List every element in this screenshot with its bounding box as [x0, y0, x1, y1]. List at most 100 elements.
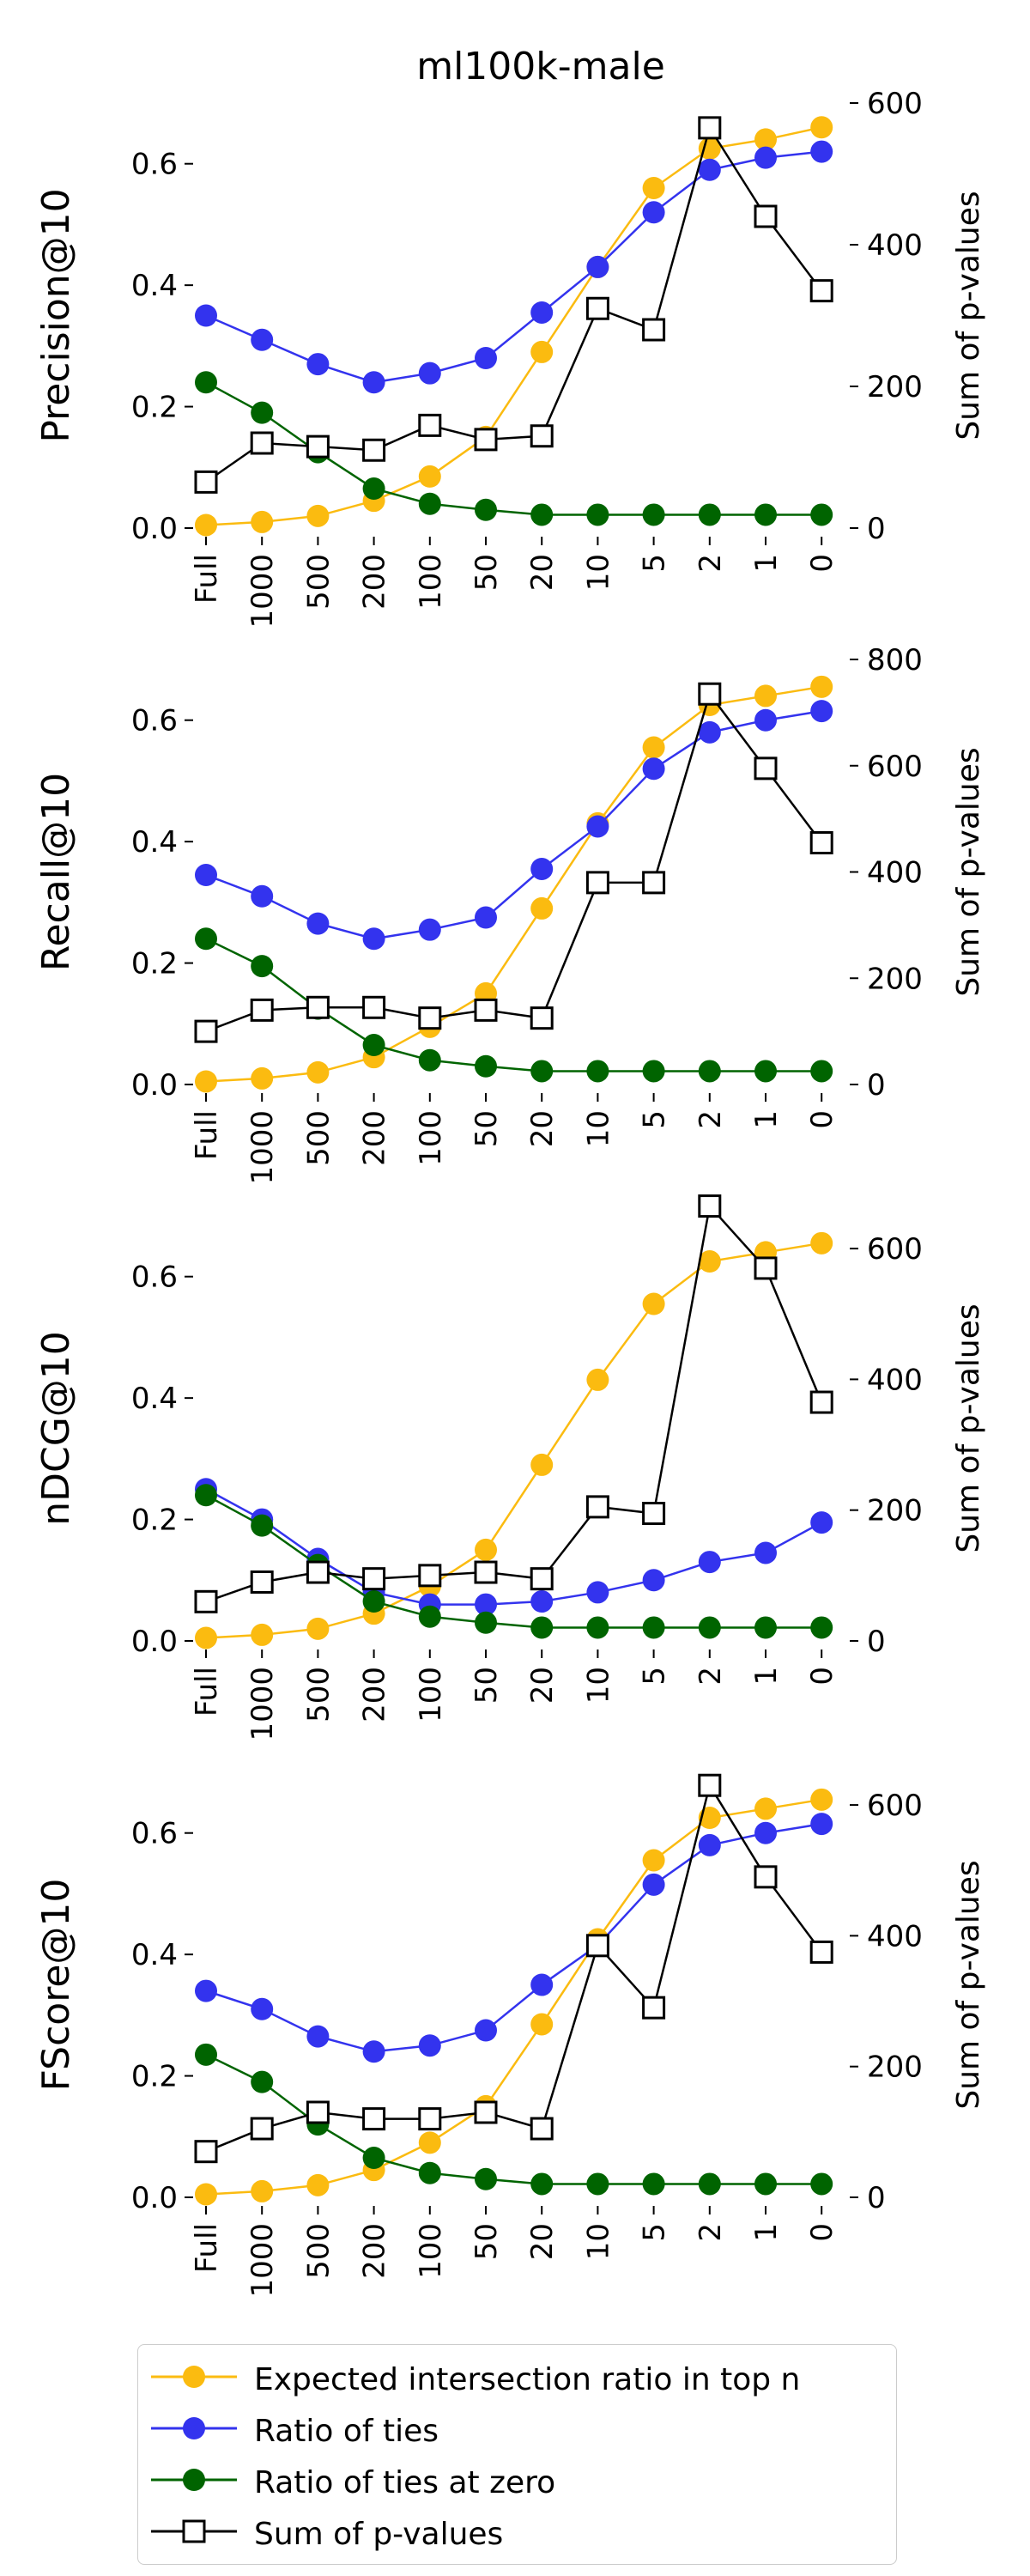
- y-tick-label: 0.0: [131, 512, 178, 546]
- data-point-ties_zero: [754, 1616, 777, 1639]
- data-point-ties: [195, 304, 217, 327]
- x-tick-label: 5: [638, 554, 672, 573]
- data-point-ties_zero: [530, 503, 554, 526]
- data-point-expected: [698, 137, 721, 161]
- data-point-ties_zero: [642, 2172, 665, 2196]
- data-point-expected: [418, 2131, 441, 2154]
- data-point-expected: [810, 1231, 833, 1255]
- y-tick-label: 0.0: [131, 2181, 178, 2215]
- x-tick-label: 100: [414, 1667, 448, 1722]
- data-point-ties: [810, 1511, 833, 1534]
- y2-tick-label: 0: [867, 1625, 886, 1659]
- x-tick-label: 100: [414, 1110, 448, 1166]
- y-axis-label: nDCG@10: [34, 1331, 78, 1526]
- data-point-pvalues: [418, 413, 442, 437]
- y-tick-label: 0.2: [131, 2060, 178, 2094]
- x-tick-label: 0: [805, 1110, 839, 1129]
- data-point-ties: [586, 1581, 609, 1604]
- data-point-ties_zero: [251, 955, 274, 978]
- x-tick-label: 1000: [245, 1110, 280, 1185]
- series-line-ties: [205, 1822, 822, 2053]
- data-point-pvalues: [474, 428, 498, 452]
- x-tick-label: 200: [358, 1110, 392, 1166]
- data-point-pvalues: [250, 998, 274, 1022]
- data-point-pvalues: [642, 871, 666, 895]
- series-line-expected: [205, 126, 822, 526]
- series-line-expected: [205, 1798, 822, 2196]
- y2-tick-label: 0: [867, 2181, 886, 2215]
- data-point-ties: [642, 201, 665, 224]
- data-point-ties_zero: [754, 2172, 777, 2196]
- y-tick-label: 0.6: [131, 1261, 178, 1295]
- data-point-ties: [698, 720, 721, 744]
- data-point-ties_zero: [530, 1616, 554, 1639]
- data-point-ties_zero: [698, 2172, 721, 2196]
- data-point-expected: [251, 2179, 274, 2202]
- y2-tick-label: 400: [867, 228, 923, 263]
- data-point-ties: [475, 906, 497, 929]
- x-tick-label: 2: [694, 554, 728, 573]
- data-point-ties_zero: [586, 503, 609, 526]
- y2-tick-label: 800: [867, 643, 923, 677]
- x-tick-label: 1: [749, 1110, 784, 1129]
- y-tick-label: 0.2: [131, 391, 178, 425]
- legend-item-expected: Expected intersection ratio in top n: [138, 2355, 896, 2398]
- y-tick-label: 0.0: [131, 1625, 178, 1659]
- data-point-pvalues: [362, 438, 386, 462]
- data-point-ties: [754, 708, 777, 732]
- data-point-ties: [642, 1569, 665, 1592]
- y-tick-label: 0.0: [131, 1068, 178, 1103]
- x-tick-label: Full: [190, 554, 224, 604]
- data-point-ties_zero: [586, 2172, 609, 2196]
- data-point-ties: [530, 1590, 554, 1613]
- y2-tick-label: 200: [867, 2050, 923, 2085]
- data-point-ties_zero: [698, 1616, 721, 1639]
- data-point-ties_zero: [810, 503, 833, 526]
- data-point-pvalues: [250, 1570, 274, 1594]
- data-point-pvalues: [754, 204, 778, 228]
- y-tick-label: 0.2: [131, 1504, 178, 1538]
- x-tick-label: Full: [190, 1110, 224, 1160]
- x-tick-label: 5: [638, 1110, 672, 1129]
- data-point-ties: [586, 815, 609, 838]
- data-point-expected: [530, 1453, 554, 1476]
- data-point-ties: [306, 353, 330, 376]
- data-point-expected: [418, 465, 441, 488]
- x-tick-label: 10: [581, 1667, 615, 1704]
- data-point-expected: [810, 675, 833, 698]
- legend-item-ties: Ratio of ties: [138, 2407, 896, 2450]
- y-tick-label: 0.4: [131, 825, 178, 860]
- data-point-pvalues: [585, 871, 609, 895]
- data-point-ties: [698, 1551, 721, 1574]
- data-point-ties_zero: [642, 1060, 665, 1083]
- data-point-pvalues: [642, 318, 666, 342]
- data-point-ties: [810, 140, 833, 163]
- x-tick-label: 0: [805, 2223, 839, 2242]
- data-point-pvalues: [194, 1589, 218, 1613]
- y-axis-label: Recall@10: [34, 773, 78, 971]
- data-point-ties: [810, 1813, 833, 1836]
- data-point-expected: [642, 1292, 665, 1315]
- series-line-ties_zero: [205, 938, 822, 1072]
- x-tick-label: 1: [749, 2223, 784, 2242]
- data-point-ties_zero: [362, 1034, 385, 1057]
- data-point-expected: [754, 1797, 777, 1820]
- y2-tick-label: 400: [867, 1363, 923, 1397]
- data-point-ties_zero: [810, 1060, 833, 1083]
- legend-item-ties-zero: Ratio of ties at zero: [138, 2458, 896, 2501]
- x-tick-label: 20: [525, 1110, 560, 1147]
- y2-tick-label: 0: [867, 1068, 886, 1103]
- x-tick-label: 50: [470, 554, 504, 591]
- data-point-expected: [698, 1250, 721, 1273]
- x-tick-label: 50: [470, 1667, 504, 1704]
- data-point-ties_zero: [195, 371, 217, 394]
- data-point-ties: [418, 918, 441, 941]
- data-point-pvalues: [418, 1006, 442, 1030]
- data-point-pvalues: [530, 2117, 554, 2141]
- y-axis-label: FScore@10: [34, 1879, 78, 2092]
- data-point-ties: [530, 301, 554, 324]
- x-tick-label: 2: [694, 1110, 728, 1129]
